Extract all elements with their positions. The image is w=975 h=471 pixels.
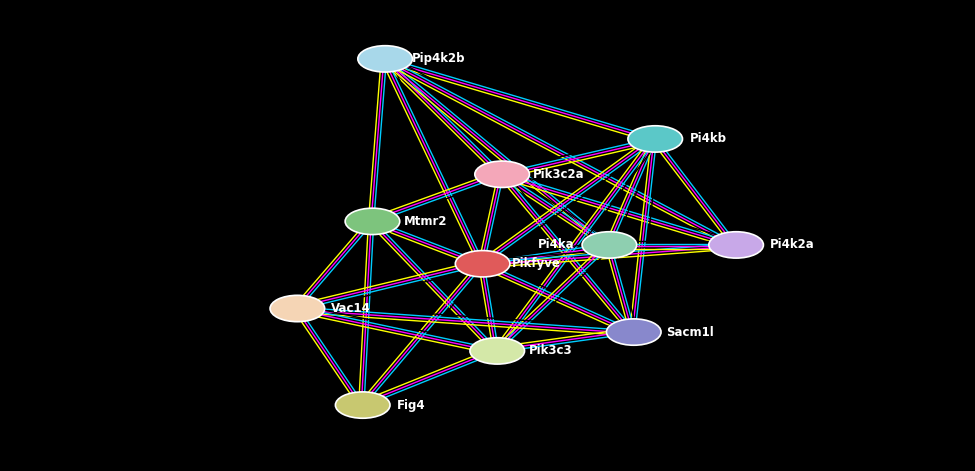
Text: Vac14: Vac14 [332, 302, 370, 315]
Circle shape [606, 319, 661, 345]
Text: Mtmr2: Mtmr2 [405, 215, 448, 228]
Circle shape [345, 208, 400, 235]
Circle shape [470, 338, 525, 364]
Circle shape [335, 392, 390, 418]
Text: Pi4k2a: Pi4k2a [770, 238, 815, 252]
Circle shape [358, 46, 412, 72]
Circle shape [628, 126, 682, 152]
Text: Pik3c3: Pik3c3 [529, 344, 572, 357]
Text: Fig4: Fig4 [397, 398, 426, 412]
Text: Pik3c2a: Pik3c2a [533, 168, 584, 181]
Circle shape [475, 161, 529, 187]
Text: Pi4kb: Pi4kb [690, 132, 727, 146]
Circle shape [270, 295, 325, 322]
Circle shape [455, 251, 510, 277]
Text: Pikfyve: Pikfyve [512, 257, 561, 270]
Text: Pip4k2b: Pip4k2b [412, 52, 465, 65]
Circle shape [582, 232, 637, 258]
Circle shape [709, 232, 763, 258]
Text: Sacm1l: Sacm1l [667, 325, 714, 339]
Text: Pi4ka: Pi4ka [537, 238, 574, 252]
